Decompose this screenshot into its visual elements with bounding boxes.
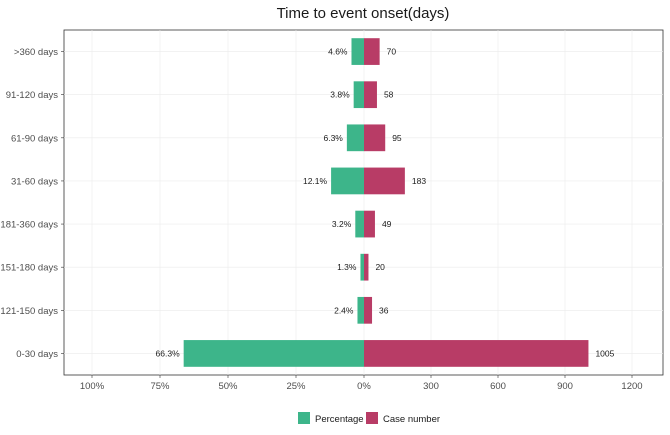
y-tick-label: 31-60 days: [11, 176, 58, 187]
data-label-case-number: 95: [392, 133, 402, 143]
y-tick-label: 181-360 days: [0, 220, 58, 231]
data-label-case-number: 183: [412, 176, 426, 186]
bar-percentage: [355, 210, 364, 238]
data-label-case-number: 58: [384, 90, 394, 100]
data-label-percentage: 3.8%: [330, 90, 350, 100]
bar-percentage: [357, 296, 364, 324]
x-tick-label: 1200: [621, 381, 642, 392]
bar-case-number: [364, 124, 386, 152]
x-tick-label: 25%: [286, 381, 306, 392]
data-label-percentage: 1.3%: [337, 262, 357, 272]
data-label-percentage: 4.6%: [328, 47, 348, 57]
x-tick-label: 300: [423, 381, 439, 392]
legend-label: Percentage: [315, 414, 364, 425]
data-label-percentage: 6.3%: [323, 133, 343, 143]
data-label-case-number: 70: [387, 47, 397, 57]
data-label-percentage: 2.4%: [334, 305, 354, 315]
legend-swatch: [298, 412, 310, 424]
bar-layer: [183, 38, 589, 367]
x-tick-label: 75%: [150, 381, 170, 392]
bar-case-number: [364, 38, 380, 65]
bar-percentage: [351, 38, 364, 65]
bar-percentage: [331, 167, 364, 195]
data-label-case-number: 1005: [595, 348, 614, 358]
bar-percentage: [360, 253, 364, 281]
legend-label: Case number: [383, 414, 440, 425]
data-label-case-number: 20: [375, 262, 385, 272]
data-label-case-number: 49: [382, 219, 392, 229]
legend-swatch: [366, 412, 378, 424]
y-tick-label: 121-150 days: [0, 306, 58, 317]
y-tick-label: 151-180 days: [0, 263, 58, 274]
data-label-case-number: 36: [379, 305, 389, 315]
bar-case-number: [364, 296, 373, 324]
bar-case-number: [364, 167, 405, 195]
bar-percentage: [353, 81, 364, 109]
bar-case-number: [364, 253, 369, 281]
bar-case-number: [364, 81, 377, 109]
y-tick-label: 91-120 days: [6, 90, 59, 101]
y-tick-label: 61-90 days: [11, 133, 58, 144]
y-tick-label: >360 days: [14, 47, 58, 58]
chart-title: Time to event onset(days): [277, 5, 450, 22]
x-tick-label: 900: [557, 381, 573, 392]
bar-percentage: [183, 340, 364, 367]
data-label-percentage: 3.2%: [332, 219, 352, 229]
x-tick-label: 600: [490, 381, 506, 392]
data-label-percentage: 12.1%: [303, 176, 328, 186]
data-label-percentage: 66.3%: [156, 348, 181, 358]
bar-case-number: [364, 210, 375, 238]
x-tick-label: 50%: [218, 381, 238, 392]
label-layer: 4.6% 70 3.8% 58 6.3% 95 12.1% 183 3.2% 49 1.3% 20 2.…: [156, 47, 615, 359]
y-tick-label: 0-30 days: [16, 349, 58, 360]
axis-layer: 100% 75% 50% 25% 0% 300 600 900 1200 >360 days 91-…: [0, 47, 642, 392]
legend: Percentage Case number: [298, 412, 440, 425]
x-tick-label: 0%: [357, 381, 371, 392]
x-tick-label: 100%: [80, 381, 105, 392]
bar-case-number: [364, 340, 589, 367]
bar-percentage: [346, 124, 364, 152]
